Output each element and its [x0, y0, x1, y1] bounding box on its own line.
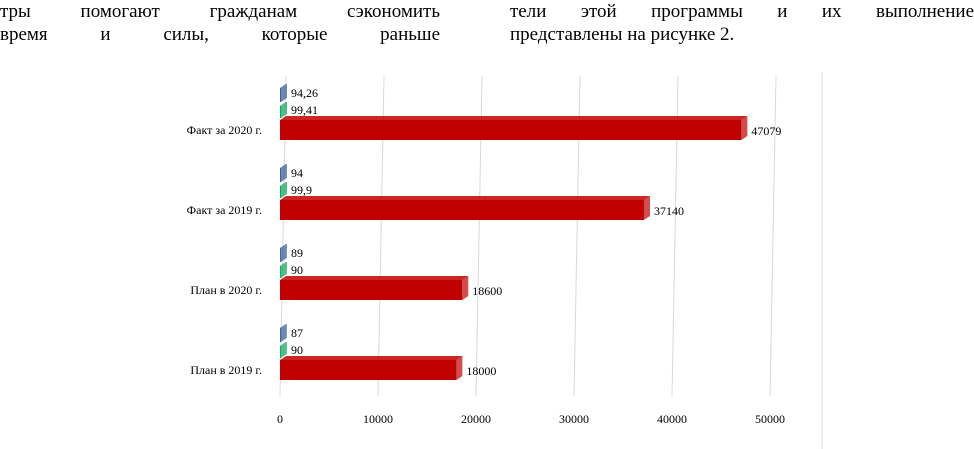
bar	[280, 360, 457, 380]
data-label: 94,26	[291, 86, 318, 100]
bar-top	[280, 342, 287, 346]
bar-depth	[280, 164, 287, 182]
text-line: время и силы, которые раньше	[0, 24, 440, 45]
x-tick-label: 30000	[559, 412, 589, 426]
bar-depth	[280, 324, 287, 342]
bar	[280, 266, 281, 278]
bar	[280, 200, 644, 220]
bar	[280, 328, 281, 342]
bar-top	[280, 182, 287, 186]
bar	[280, 120, 742, 140]
bar-top	[280, 164, 287, 168]
data-label: 89	[291, 246, 303, 260]
data-label: 37140	[654, 204, 684, 218]
y-tick-label: План в 2020 г.	[190, 283, 262, 297]
grid-line	[769, 75, 777, 397]
x-tick-label: 40000	[657, 412, 687, 426]
bar-top	[280, 196, 650, 200]
bar	[280, 248, 281, 262]
y-tick-label: Факт за 2019 г.	[187, 203, 262, 217]
data-label: 18600	[472, 284, 502, 298]
bar-depth	[280, 84, 287, 102]
bar-depth	[643, 196, 650, 220]
bar-top	[280, 244, 287, 248]
data-label: 99,9	[291, 183, 312, 197]
bar-depth	[741, 116, 748, 140]
x-tick-label: 20000	[461, 412, 491, 426]
bar-top	[280, 276, 469, 280]
x-tick-label: 0	[277, 412, 283, 426]
bar	[280, 106, 281, 118]
text-line: представлены на рисунке 2.	[510, 24, 735, 45]
bar-depth	[456, 356, 463, 380]
data-label: 18000	[466, 364, 496, 378]
x-tick-label: 50000	[755, 412, 785, 426]
bar-depth	[462, 276, 469, 300]
y-tick-label: Факт за 2020 г.	[187, 123, 262, 137]
bar-top	[280, 116, 748, 120]
bar-depth	[280, 244, 287, 262]
bar-top	[280, 356, 463, 360]
data-label: 94	[291, 166, 303, 180]
data-label: 90	[291, 343, 303, 357]
bar-depth	[280, 182, 287, 198]
text-line: тели этой программы и их выполнение	[510, 1, 974, 22]
bar	[280, 346, 281, 358]
bar	[280, 280, 463, 300]
data-label: 87	[291, 326, 303, 340]
bar	[280, 88, 281, 102]
bar-top	[280, 84, 287, 88]
bar	[280, 186, 281, 198]
bar-depth	[280, 342, 287, 358]
text-line: тры помогают гражданам сэкономить	[0, 1, 440, 22]
left-column: тры помогают гражданам сэкономить время …	[0, 0, 440, 46]
bar-top	[280, 262, 287, 266]
data-label: 90	[291, 263, 303, 277]
bar	[280, 168, 281, 182]
bar-top	[280, 324, 287, 328]
data-label: 99,41	[291, 103, 318, 117]
y-tick-label: План в 2019 г.	[190, 363, 262, 377]
x-tick-label: 10000	[363, 412, 393, 426]
bar-depth	[280, 102, 287, 118]
bar-top	[280, 102, 287, 106]
data-label: 47079	[751, 124, 781, 138]
right-column: тели этой программы и их выполнение пред…	[510, 0, 974, 46]
bar-depth	[280, 262, 287, 278]
